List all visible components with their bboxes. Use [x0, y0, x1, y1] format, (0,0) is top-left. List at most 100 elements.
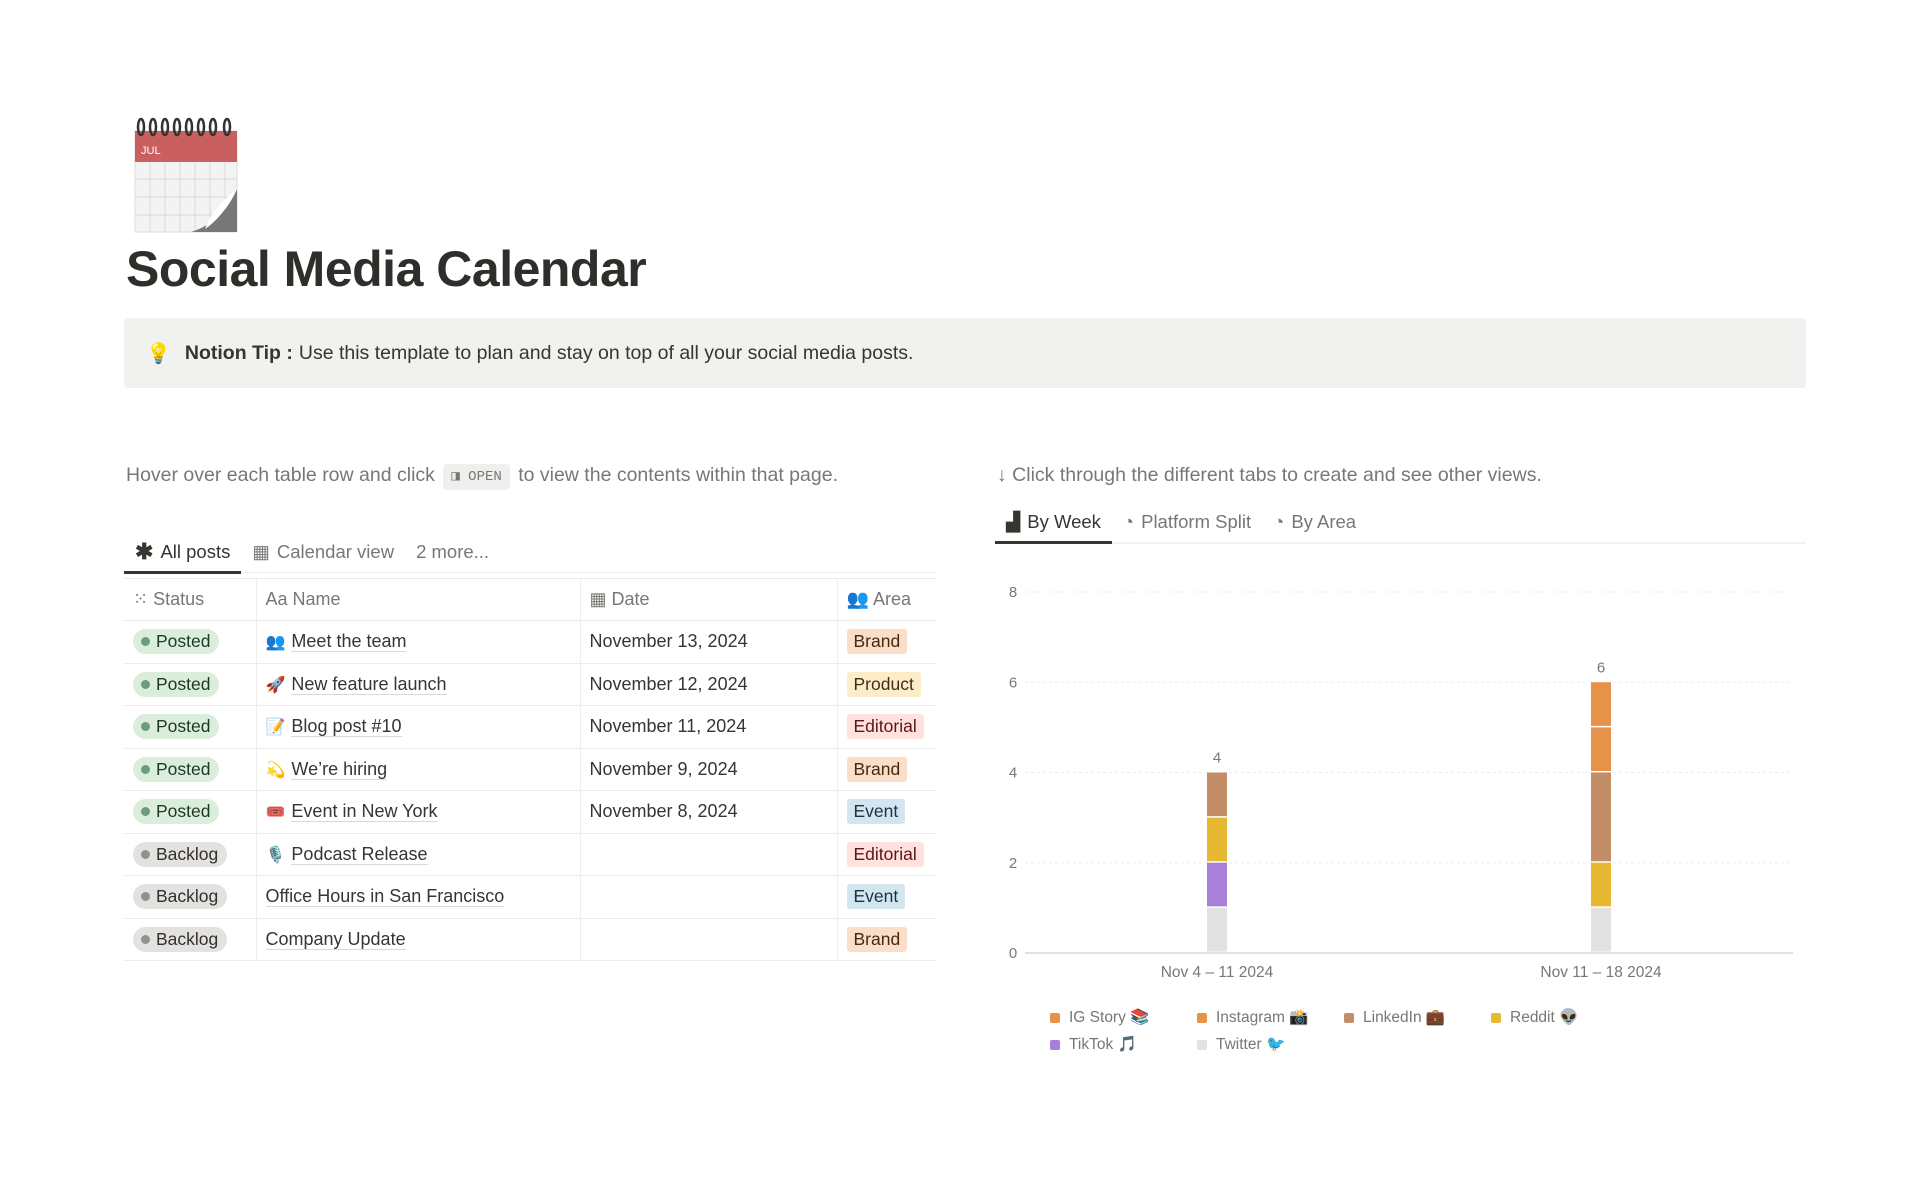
page-link[interactable]: Podcast Release [291, 843, 428, 865]
page-link[interactable]: Meet the team [291, 631, 407, 653]
area-cell[interactable]: Brand [836, 748, 936, 791]
area-cell[interactable]: Brand [836, 620, 936, 664]
table-row[interactable]: Posted 👥 Meet the team November 13, 2024 … [124, 620, 936, 664]
bar-segment[interactable] [1591, 682, 1611, 726]
page-link[interactable]: New feature launch [291, 673, 447, 695]
legend-swatch [1197, 1039, 1207, 1050]
legend-item[interactable]: LinkedIn 💼 [1344, 1008, 1491, 1027]
column-name[interactable]: Aa Name [255, 578, 580, 621]
status-badge: Posted [133, 714, 220, 740]
page-emoji-icon: 🎙️ [265, 846, 286, 864]
tab-platform-split[interactable]: ◔ Platform Split [1112, 502, 1262, 542]
asterisk-icon: ✱ [135, 539, 154, 564]
date-cell[interactable] [579, 875, 837, 919]
table-row[interactable]: Posted 🚀 New feature launch November 12, … [124, 663, 936, 706]
page-link[interactable]: Company Update [265, 928, 406, 950]
tab-more-views[interactable]: 2 more... [405, 532, 500, 572]
status-cell[interactable]: Posted [124, 620, 256, 664]
callout-text: Use this template to plan and stay on to… [298, 341, 914, 364]
bar-segment[interactable] [1591, 862, 1611, 907]
y-tick-label: 6 [1009, 674, 1017, 691]
table-row[interactable]: Backlog 🎙️ Podcast Release Editorial [124, 833, 936, 876]
y-tick-label: 2 [1009, 855, 1017, 872]
legend-item[interactable]: TikTok 🎵 [1050, 1035, 1197, 1054]
bar-segment[interactable] [1207, 817, 1227, 862]
area-cell[interactable]: Event [836, 875, 936, 919]
area-tag: Brand [846, 926, 908, 952]
name-cell[interactable]: 🎙️ Podcast Release [255, 833, 580, 876]
legend-item[interactable]: Reddit 👽 [1491, 1008, 1638, 1027]
area-cell[interactable]: Brand [836, 918, 936, 961]
area-cell[interactable]: Editorial [836, 705, 936, 749]
legend-swatch [1050, 1039, 1060, 1050]
area-tag: Brand [846, 629, 908, 655]
area-cell[interactable]: Editorial [836, 833, 936, 876]
name-cell[interactable]: 🚀 New feature launch [255, 663, 580, 706]
name-cell[interactable]: Company Update [255, 918, 580, 961]
status-cell[interactable]: Posted [124, 705, 256, 749]
area-tag: Product [846, 671, 921, 697]
date-cell[interactable]: November 12, 2024 [579, 663, 837, 706]
date-cell[interactable]: November 9, 2024 [579, 748, 837, 791]
column-label: Date [611, 589, 650, 609]
posts-table: ⁙ Status Aa Name ▦ Date 👥 Area Posted 👥 M… [124, 578, 936, 961]
date-cell[interactable] [579, 918, 837, 961]
tab-label: Platform Split [1141, 511, 1252, 532]
legend-item[interactable]: Twitter 🐦 [1197, 1035, 1344, 1054]
bar-segment[interactable] [1591, 907, 1611, 952]
status-dot [141, 637, 150, 647]
name-cell[interactable]: 👥 Meet the team [255, 620, 580, 664]
status-cell[interactable]: Backlog [124, 875, 256, 919]
tab-by-area[interactable]: ◔ By Area [1262, 502, 1367, 542]
page-link[interactable]: Blog post #10 [291, 716, 402, 738]
name-cell[interactable]: 💫 We’re hiring [255, 748, 580, 791]
status-dot [141, 679, 150, 689]
date-cell[interactable]: November 8, 2024 [579, 790, 837, 834]
page-link[interactable]: We’re hiring [291, 758, 388, 780]
date-cell[interactable] [579, 833, 837, 876]
area-cell[interactable]: Product [836, 663, 936, 706]
legend-swatch [1344, 1012, 1354, 1023]
page-link[interactable]: Event in New York [291, 801, 438, 823]
table-row[interactable]: Posted 💫 We’re hiring November 9, 2024 Br… [124, 748, 936, 791]
table-row[interactable]: Posted 🎟️ Event in New York November 8, 2… [124, 790, 936, 834]
bar-segment[interactable] [1591, 727, 1611, 771]
tab-all-posts[interactable]: ✱ All posts [124, 532, 242, 574]
bar-segment[interactable] [1207, 907, 1227, 952]
table-row[interactable]: Posted 📝 Blog post #10 November 11, 2024 … [124, 705, 936, 749]
legend-item[interactable]: IG Story 📚 [1050, 1008, 1197, 1027]
bar-segment[interactable] [1207, 772, 1227, 817]
tab-label: By Week [1027, 511, 1101, 532]
column-area[interactable]: 👥 Area [836, 578, 936, 621]
status-dot [141, 849, 150, 859]
status-cell[interactable]: Backlog [124, 918, 256, 961]
status-cell[interactable]: Backlog [124, 833, 256, 876]
column-status[interactable]: ⁙ Status [124, 578, 256, 621]
bar-segment[interactable] [1207, 862, 1227, 907]
page-emoji-icon: 🚀 [265, 676, 286, 694]
date-cell[interactable]: November 11, 2024 [579, 705, 837, 749]
name-cell[interactable]: Office Hours in San Francisco [255, 875, 580, 919]
status-cell[interactable]: Posted [124, 663, 256, 706]
bar-segment[interactable] [1591, 772, 1611, 862]
chart-view-tabs: ▟ By Week ◔ Platform Split ◔ By Area [995, 502, 1806, 544]
table-row[interactable]: Backlog Company Update Brand [124, 918, 936, 961]
people-icon: 👥 [846, 589, 869, 609]
name-cell[interactable]: 📝 Blog post #10 [255, 705, 580, 749]
date-cell[interactable]: November 13, 2024 [579, 620, 837, 664]
pie-chart-icon: ◔ [1273, 511, 1285, 532]
name-cell[interactable]: 🎟️ Event in New York [255, 790, 580, 834]
open-chip-label: OPEN [468, 469, 502, 485]
tab-calendar-view[interactable]: ▦ Calendar view [241, 532, 405, 572]
page-emoji-icon: 📝 [265, 719, 286, 737]
legend-item[interactable]: Instagram 📸 [1197, 1008, 1344, 1027]
area-cell[interactable]: Event [836, 790, 936, 834]
page-link[interactable]: Office Hours in San Francisco [265, 886, 505, 908]
status-cell[interactable]: Posted [124, 748, 256, 791]
area-tag: Event [846, 884, 906, 910]
column-label: Area [872, 589, 911, 609]
tab-by-week[interactable]: ▟ By Week [995, 502, 1112, 544]
table-row[interactable]: Backlog Office Hours in San Francisco Ev… [124, 875, 936, 919]
column-date[interactable]: ▦ Date [579, 578, 837, 621]
status-cell[interactable]: Posted [124, 790, 256, 834]
